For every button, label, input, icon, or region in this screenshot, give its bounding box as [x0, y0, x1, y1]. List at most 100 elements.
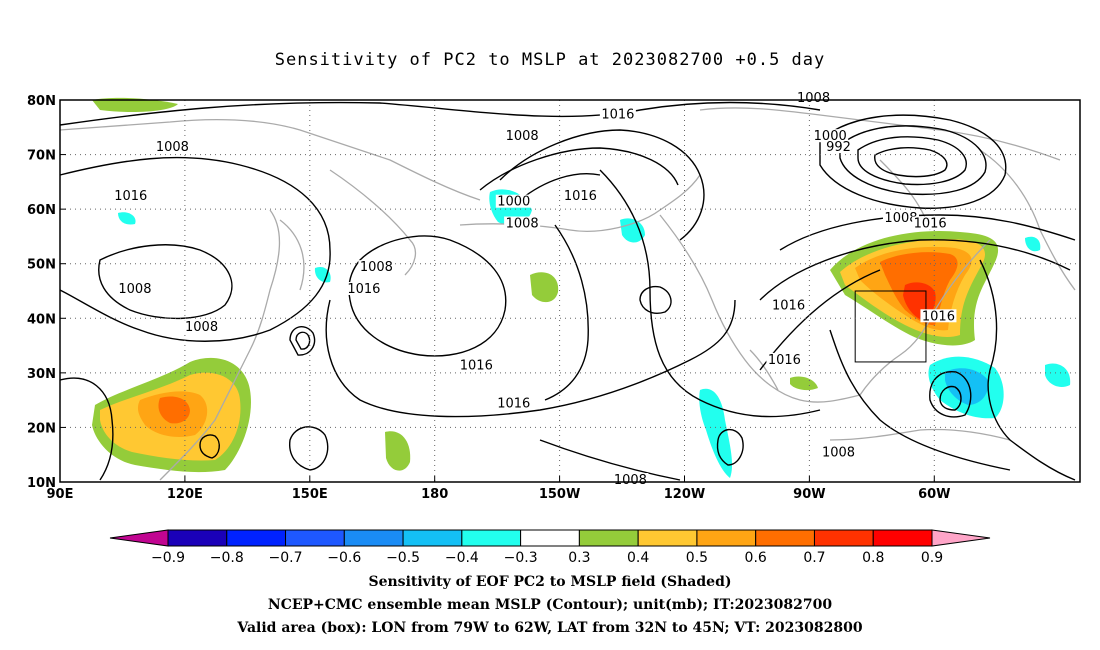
- colorbar-segment: [285, 529, 345, 547]
- lon-tick-label: 150W: [539, 487, 580, 502]
- contour-label: 1008: [360, 260, 393, 275]
- colorbar-label: −0.3: [504, 550, 538, 566]
- colorbar-label: −0.7: [269, 550, 303, 566]
- contour-label-bg: [345, 282, 382, 295]
- contour-label-bg: [920, 309, 957, 323]
- contour-label-bg: [495, 396, 532, 410]
- contour-label: 1008: [185, 320, 218, 335]
- contour-label: 1000: [497, 195, 530, 210]
- lon-tick-label: 150E: [292, 487, 328, 502]
- colorbar-label: 0.6: [745, 550, 767, 566]
- contour-label: 1008: [156, 140, 189, 155]
- contour-label-bg: [495, 194, 532, 208]
- contour-label: 1016: [601, 107, 634, 122]
- colorbar-label: −0.6: [327, 550, 361, 566]
- caption-shading: Sensitivity of EOF PC2 to MSLP field (Sh…: [368, 574, 732, 590]
- contour-label: 1008: [506, 129, 539, 144]
- colorbar-segment: [637, 529, 698, 547]
- colorbar-segment: [226, 529, 287, 547]
- lat-tick-label: 60N: [27, 203, 56, 218]
- lat-tick-label: 40N: [27, 312, 56, 327]
- lat-tick-label: 70N: [27, 149, 56, 164]
- colorbar-label: −0.4: [445, 550, 479, 566]
- valid-area-box: [854, 290, 927, 363]
- colorbar-segment: [461, 529, 522, 547]
- lon-tick-label: 180: [421, 487, 448, 502]
- contour-label-bg: [458, 358, 495, 372]
- colorbar-segment: [696, 529, 757, 547]
- colorbar-segment: [755, 529, 815, 547]
- colorbar-segment: [872, 529, 933, 547]
- map-frame: [59, 99, 1081, 483]
- colorbar-segment: [167, 529, 228, 547]
- caption-valid-area: Valid area (box): LON from 79W to 62W, L…: [237, 620, 863, 636]
- colorbar-label: 0.4: [627, 550, 649, 566]
- colorbar-label: −0.8: [210, 550, 244, 566]
- mslp-contours: [59, 101, 1076, 481]
- sensitivity-shading: [92, 97, 1071, 478]
- colorbar-label: 0.5: [686, 550, 708, 566]
- lon-tick-label: 60W: [918, 487, 950, 502]
- colorbar-segment: [520, 529, 580, 547]
- lat-tick-label: 30N: [27, 367, 56, 382]
- contour-label-bg: [882, 211, 919, 225]
- lon-tick-label: 90E: [47, 487, 74, 502]
- contour-label-bg: [116, 282, 153, 295]
- contour-label-bg: [824, 140, 853, 154]
- colorbar-segment: [813, 529, 874, 547]
- colorbar-label: 0.7: [803, 550, 825, 566]
- colorbar-segment: [578, 529, 639, 547]
- colorbar-max-arrow: [931, 529, 991, 547]
- contour-label: 1008: [884, 211, 917, 226]
- lat-tick-label: 10N: [27, 476, 56, 491]
- lon-tick-label: 120W: [664, 487, 705, 502]
- colorbar-labels: −0.9 −0.8 −0.7 −0.6 −0.5 −0.4 −0.3 0.3 0.4 0.5 0.6…: [151, 550, 943, 566]
- lat-tick-label: 80N: [27, 94, 56, 109]
- contour-label-bg: [812, 129, 849, 143]
- contour-label: 1008: [506, 217, 539, 232]
- contour-label-bg: [770, 298, 807, 312]
- map-title: Sensitivity of PC2 to MSLP at 2023082700…: [274, 50, 826, 70]
- lon-tick-label: 120E: [167, 487, 203, 502]
- longitude-axis: 90E 120E 150E 180 150W 120W 90W 60W: [47, 476, 951, 502]
- latitude-axis: 80N 70N 60N 50N 40N 30N 20N 10N: [27, 94, 66, 491]
- contour-label: 1016: [768, 353, 801, 368]
- contour-label-bg: [112, 189, 149, 203]
- lat-lon-grid: [60, 100, 1080, 482]
- plot-area: 1008101610081008101610081008101610001008…: [27, 91, 1081, 502]
- colorbar-label: −0.5: [386, 550, 420, 566]
- contour-label-bg: [358, 260, 395, 274]
- contour-label: 1016: [772, 298, 805, 313]
- contour-label: 1016: [497, 397, 530, 412]
- contour-label: 992: [826, 140, 851, 155]
- colorbar-legend: [109, 529, 991, 547]
- contour-label: 1016: [460, 358, 493, 373]
- contour-label-bg: [766, 352, 803, 366]
- contour-label: 1008: [797, 91, 830, 106]
- contour-label-bg: [562, 189, 599, 203]
- colorbar-label: 0.3: [568, 550, 590, 566]
- contour-label-bg: [599, 107, 636, 121]
- caption-contour: NCEP+CMC ensemble mean MSLP (Contour); u…: [267, 597, 833, 613]
- colorbar-label: 0.9: [921, 550, 943, 566]
- lat-tick-label: 20N: [27, 421, 56, 436]
- colorbar-segment: [343, 529, 404, 547]
- lat-tick-label: 50N: [27, 258, 56, 273]
- contour-labels: 1008101610081008101610081008101610001008…: [112, 91, 957, 488]
- contour-label-bg: [504, 216, 541, 230]
- contour-label-bg: [820, 445, 857, 459]
- contour-label: 1008: [118, 282, 151, 297]
- colorbar-label: 0.8: [862, 550, 884, 566]
- colorbar-min-arrow: [109, 529, 169, 547]
- contour-label: 1008: [614, 473, 647, 488]
- lon-tick-label: 90W: [793, 487, 825, 502]
- contour-label: 1016: [914, 217, 947, 232]
- contour-label-bg: [183, 320, 220, 334]
- contour-label-bg: [504, 129, 541, 143]
- contour-label: 1016: [347, 282, 380, 297]
- contour-label-bg: [154, 140, 191, 154]
- contour-label: 1016: [564, 189, 597, 204]
- contour-label: 1016: [922, 309, 955, 324]
- contour-label-bg: [912, 216, 949, 230]
